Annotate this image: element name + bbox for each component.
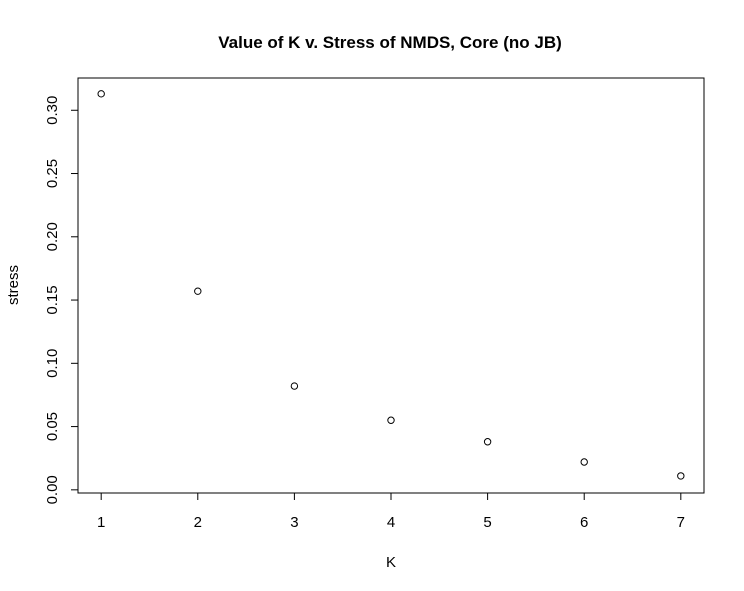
- data-point: [97, 90, 105, 98]
- y-tick-label: 0.00: [44, 475, 61, 504]
- x-tick-label: 5: [483, 514, 491, 531]
- x-tick-label: 6: [580, 514, 588, 531]
- x-axis-label: K: [386, 554, 396, 571]
- chart-title: Value of K v. Stress of NMDS, Core (no J…: [218, 33, 562, 52]
- y-tick-label: 0.30: [44, 96, 61, 125]
- x-tick-label: 3: [290, 514, 298, 531]
- data-point: [580, 458, 588, 466]
- x-axis: 1 2 3 4 5 6 7: [97, 492, 685, 531]
- data-point: [483, 438, 492, 446]
- y-tick-label: 0.25: [44, 159, 61, 188]
- y-tick-label: 0.20: [44, 222, 61, 251]
- y-tick-label: 0.15: [44, 285, 61, 314]
- y-tick-label: 0.10: [44, 349, 61, 378]
- x-tick-label: 7: [677, 514, 685, 531]
- y-tick-label: 0.05: [44, 412, 61, 441]
- data-point: [387, 416, 395, 424]
- x-tick-label: 2: [194, 514, 202, 531]
- x-tick-label: 4: [387, 514, 395, 531]
- data-points: [97, 90, 685, 480]
- data-point: [677, 472, 685, 480]
- y-axis-label: stress: [5, 265, 22, 305]
- x-tick-label: 1: [97, 514, 105, 531]
- data-point: [290, 382, 299, 390]
- y-axis: 0.00 0.05 0.10 0.15 0.20 0.25 0.30: [44, 96, 79, 504]
- data-point: [194, 287, 202, 295]
- plot-frame: [77, 77, 705, 494]
